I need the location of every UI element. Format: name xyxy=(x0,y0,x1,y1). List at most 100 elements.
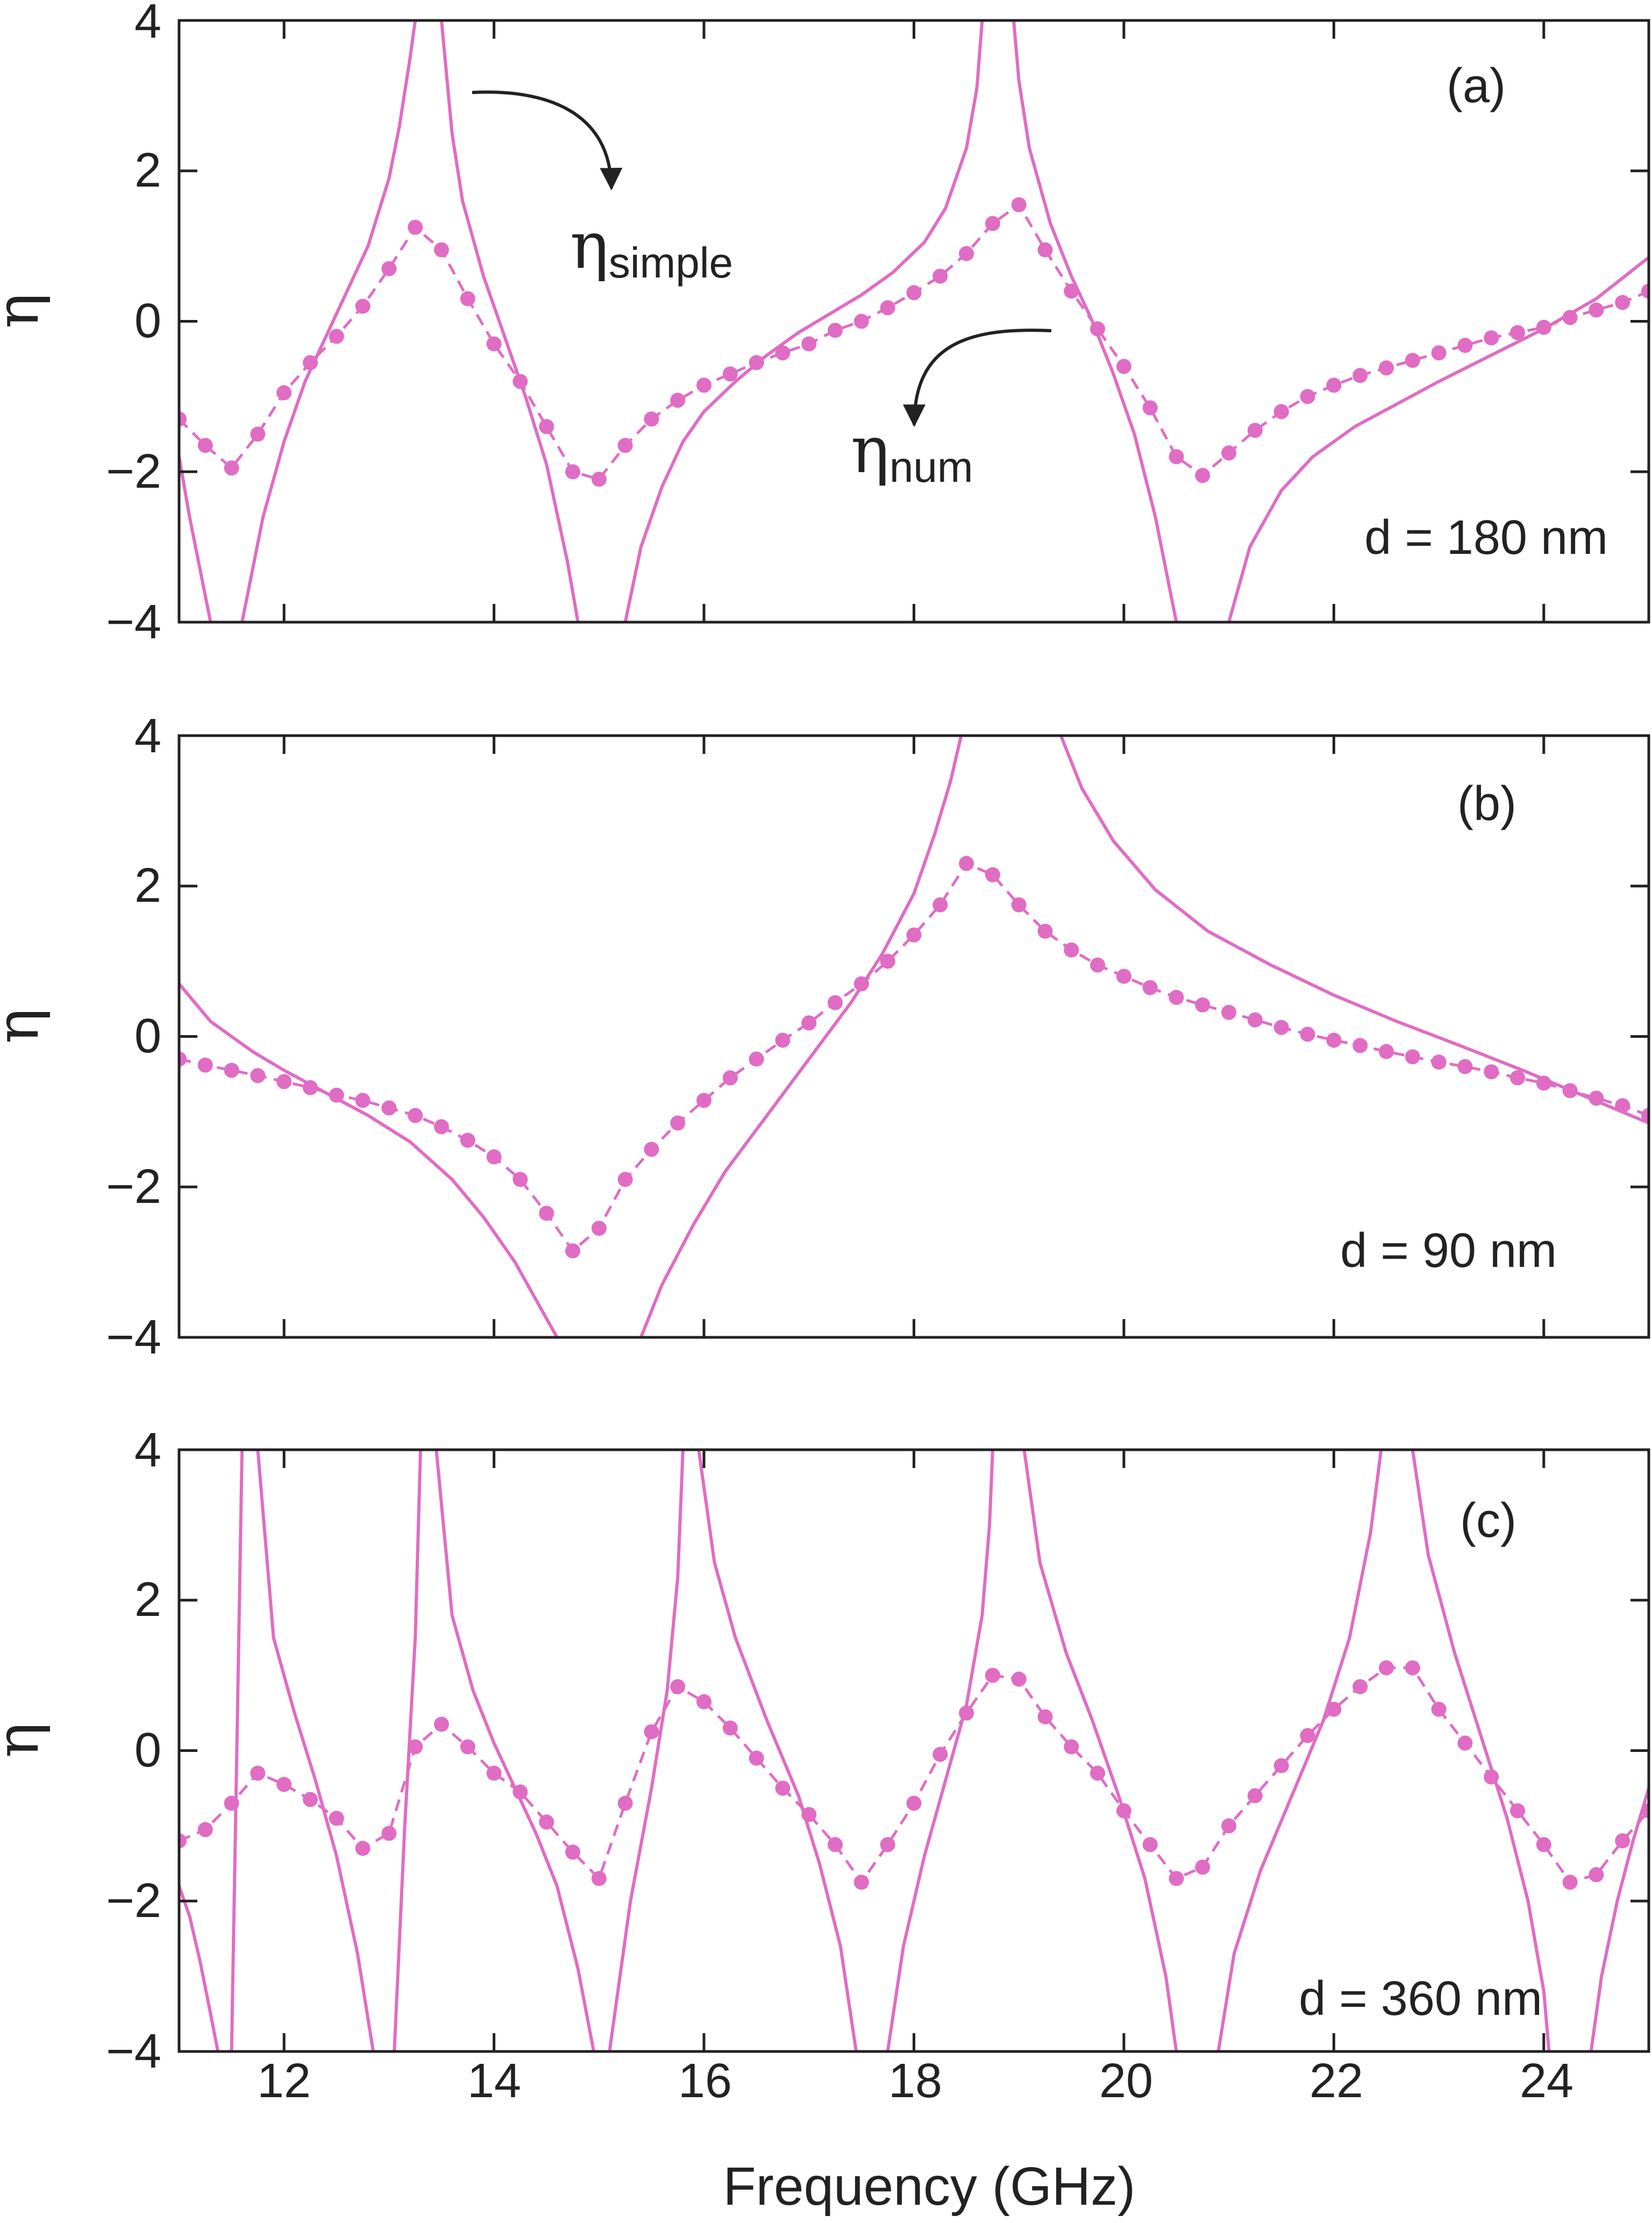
num-data-point xyxy=(959,246,974,261)
num-data-point xyxy=(539,1206,554,1221)
y-tick-label: 0 xyxy=(134,1723,161,1777)
num-data-point xyxy=(1037,923,1053,939)
num-data-point xyxy=(1352,368,1368,383)
panel-c-plot-area xyxy=(179,1450,1649,2051)
simple-curve-branch xyxy=(1022,1450,1178,2051)
panels xyxy=(177,19,1650,2053)
panel-a-label: (a) xyxy=(1447,59,1506,113)
num-annotation-subscript: num xyxy=(889,443,973,491)
num-data-point xyxy=(1615,295,1630,310)
num-data-point xyxy=(1457,1059,1473,1074)
num-data-point xyxy=(250,1765,266,1781)
num-data-point xyxy=(1615,1098,1630,1114)
num-data-point xyxy=(197,1057,213,1073)
num-data-point xyxy=(1142,400,1158,416)
x-tick-label: 22 xyxy=(1309,2054,1363,2108)
num-data-point xyxy=(303,1792,318,1807)
num-data-point xyxy=(408,219,423,235)
num-data-point xyxy=(696,1093,712,1108)
num-data-point xyxy=(276,1074,292,1089)
num-data-point xyxy=(1195,1859,1210,1875)
num-data-point xyxy=(722,366,738,382)
num-data-point xyxy=(197,1822,213,1837)
num-data-point xyxy=(1116,1803,1131,1819)
num-data-point xyxy=(696,1694,712,1709)
panel-b-y-axis-label: η xyxy=(0,1008,52,1044)
num-data-point xyxy=(1641,1108,1649,1123)
y-tick-label: −2 xyxy=(106,445,161,498)
num-data-point xyxy=(1169,1871,1184,1886)
panel-b-thickness-annotation: d = 90 nm xyxy=(1340,1224,1557,1278)
simple-curve-branch xyxy=(256,1450,375,2051)
num-data-point xyxy=(1064,1739,1079,1755)
num-dashed-line xyxy=(179,862,1649,1252)
num-data-point xyxy=(775,1032,791,1048)
y-tick-label: −4 xyxy=(106,595,161,649)
num-data-point xyxy=(1064,283,1079,299)
num-data-point xyxy=(1195,468,1210,483)
x-tick-label: 20 xyxy=(1099,2054,1153,2108)
num-data-point xyxy=(1247,1012,1263,1028)
num-data-point xyxy=(1300,1027,1315,1042)
num-data-point xyxy=(1405,1660,1420,1676)
num-data-point xyxy=(1090,321,1106,337)
panel-b-y-tick-labels: 4 2 0 −2 −4 xyxy=(106,709,161,1364)
num-data-point xyxy=(1536,319,1551,335)
num-data-point xyxy=(329,1811,344,1826)
num-data-point xyxy=(1405,1049,1420,1065)
y-tick-label: 4 xyxy=(134,0,161,48)
simple-curve-branch xyxy=(179,455,212,622)
simple-curve-branch xyxy=(1589,1786,1649,2051)
num-data-point xyxy=(1536,1075,1551,1091)
x-tick-label: 16 xyxy=(678,2054,732,2108)
num-data-point xyxy=(1352,1679,1368,1694)
num-data-point xyxy=(880,953,895,969)
num-data-point xyxy=(775,1780,791,1796)
num-data-point xyxy=(1195,997,1210,1013)
num-data-point xyxy=(434,1119,449,1135)
num-data-point xyxy=(1352,1038,1368,1053)
y-tick-label: 0 xyxy=(134,294,161,348)
simple-annotation-symbol: η xyxy=(570,209,609,283)
num-data-point xyxy=(1169,989,1184,1005)
num-data-point xyxy=(1484,1769,1499,1785)
y-tick-label: −2 xyxy=(106,1874,161,1928)
x-tick-label: 18 xyxy=(888,2054,942,2108)
num-data-point xyxy=(617,1796,633,1811)
num-data-point xyxy=(1457,1735,1473,1751)
num-data-point xyxy=(591,1221,607,1236)
num-data-point xyxy=(985,867,1000,882)
num-data-point xyxy=(591,472,607,487)
num-data-point xyxy=(722,1070,738,1086)
panel-c-thickness-annotation: d = 360 nm xyxy=(1299,1972,1542,2026)
num-data-point xyxy=(1326,1032,1342,1048)
simple-curve-branch xyxy=(240,20,417,622)
num-data-point xyxy=(880,300,895,316)
num-annotation-arrow xyxy=(903,329,1052,428)
num-data-point xyxy=(644,411,659,427)
num-data-point xyxy=(1221,445,1237,461)
num-data-point xyxy=(1142,980,1158,995)
num-data-point xyxy=(303,355,318,370)
simple-curve-branch xyxy=(230,1450,244,2051)
simple-annotation-label: ηsimple xyxy=(570,209,733,287)
num-data-point xyxy=(932,1747,948,1762)
y-tick-label: 0 xyxy=(134,1009,161,1063)
num-data-point xyxy=(959,856,974,871)
num-data-point xyxy=(381,1100,397,1116)
num-data-point xyxy=(250,426,266,442)
num-data-point xyxy=(565,1243,581,1259)
num-data-point xyxy=(1562,1875,1578,1890)
num-data-point xyxy=(644,1142,659,1157)
simple-curve-branch xyxy=(1216,1450,1383,2051)
num-data-point xyxy=(985,1668,1000,1683)
num-data-point xyxy=(906,927,922,943)
num-data-point xyxy=(224,460,239,476)
num-data-point xyxy=(1615,1833,1630,1849)
panel-b xyxy=(177,734,1650,1339)
num-data-point xyxy=(670,1115,686,1131)
num-data-point xyxy=(329,329,344,344)
num-data-point xyxy=(512,1172,528,1187)
num-data-point xyxy=(276,385,292,401)
